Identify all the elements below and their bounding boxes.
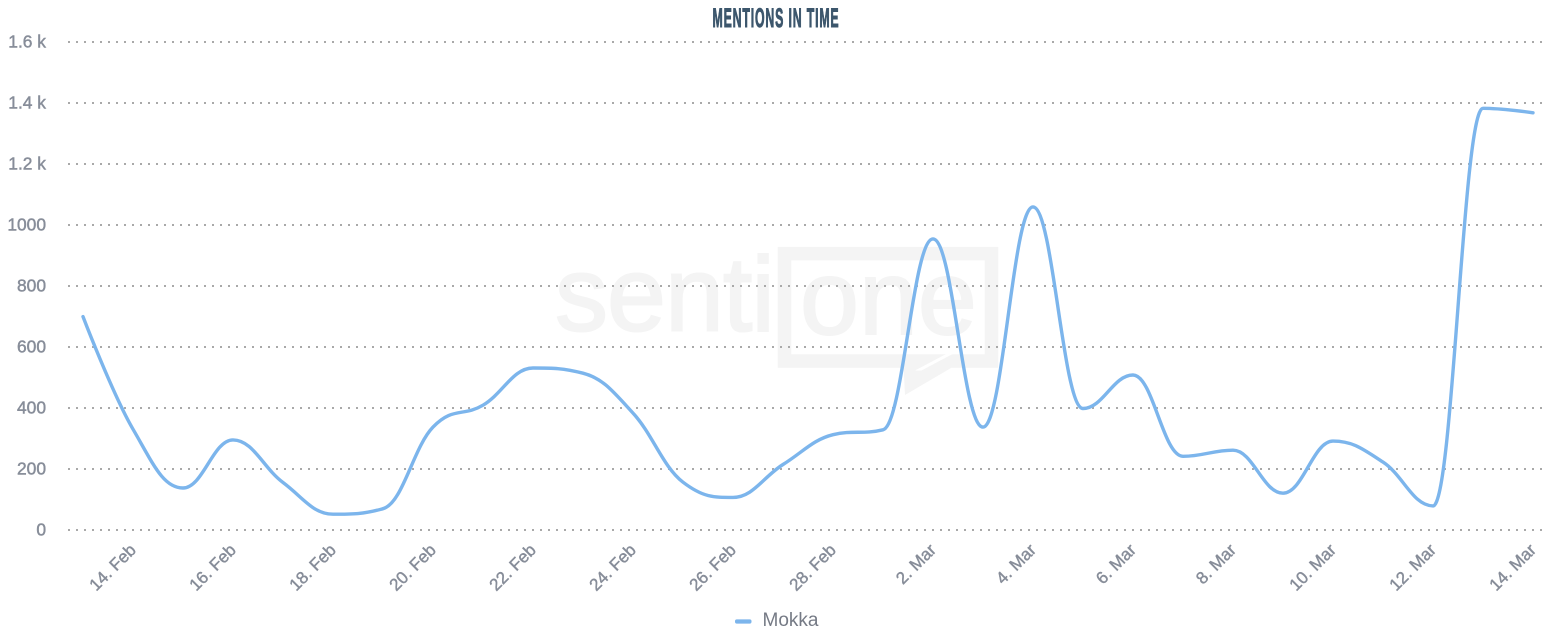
svg-text:12. Mar: 12. Mar — [1386, 540, 1440, 594]
svg-text:22. Feb: 22. Feb — [486, 540, 540, 594]
svg-text:18. Feb: 18. Feb — [286, 540, 340, 594]
svg-text:200: 200 — [17, 459, 46, 479]
svg-text:1.4 k: 1.4 k — [8, 93, 46, 113]
svg-text:14. Feb: 14. Feb — [86, 540, 140, 594]
svg-text:4. Mar: 4. Mar — [992, 540, 1040, 588]
svg-text:1.6 k: 1.6 k — [8, 32, 46, 52]
svg-text:Mokka: Mokka — [763, 610, 819, 631]
svg-text:14. Mar: 14. Mar — [1486, 540, 1540, 594]
svg-text:24. Feb: 24. Feb — [586, 540, 640, 594]
svg-text:10. Mar: 10. Mar — [1286, 540, 1340, 594]
svg-text:400: 400 — [17, 398, 46, 418]
svg-text:senti: senti — [555, 236, 774, 354]
svg-text:8. Mar: 8. Mar — [1192, 540, 1240, 588]
svg-text:28. Feb: 28. Feb — [786, 540, 840, 594]
svg-text:26. Feb: 26. Feb — [686, 540, 740, 594]
svg-text:600: 600 — [17, 337, 46, 357]
svg-text:1.2 k: 1.2 k — [8, 154, 46, 174]
svg-text:6. Mar: 6. Mar — [1092, 540, 1140, 588]
svg-text:20. Feb: 20. Feb — [386, 540, 440, 594]
svg-text:0: 0 — [36, 520, 46, 540]
svg-text:800: 800 — [17, 276, 46, 296]
svg-text:1000: 1000 — [7, 215, 46, 235]
svg-text:MENTIONS IN TIME: MENTIONS IN TIME — [713, 4, 840, 33]
svg-text:2. Mar: 2. Mar — [892, 540, 940, 588]
svg-text:16. Feb: 16. Feb — [186, 540, 240, 594]
